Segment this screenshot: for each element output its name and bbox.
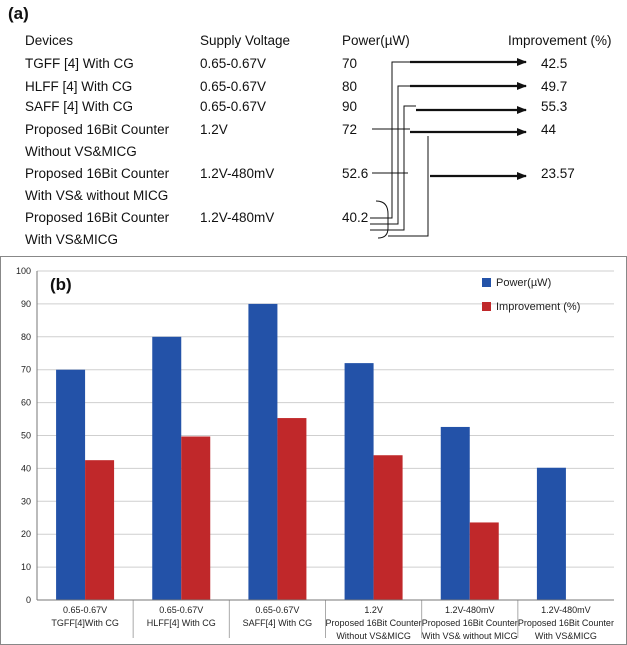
y-tick-label: 40: [21, 463, 31, 473]
legend-label: Improvement (%): [496, 301, 580, 313]
bars: [56, 303, 566, 600]
legend: Power(µW) Improvement (%): [482, 277, 580, 313]
row-3-voltage: 0.65-0.67V: [200, 99, 267, 114]
brace-row-6: [375, 200, 389, 239]
row-5-power: 52.6: [342, 166, 369, 181]
y-tick-label: 100: [16, 266, 31, 276]
y-tick-label: 30: [21, 496, 31, 506]
y-tick-label: 70: [21, 365, 31, 375]
x-tick-label: TGFF[4]With CG: [51, 618, 119, 628]
y-tick-label: 0: [26, 595, 31, 605]
legend-label: Power(µW): [496, 277, 551, 289]
legend-swatch: [482, 302, 491, 311]
x-tick-label: Proposed 16Bit Counter: [422, 618, 518, 628]
bar-power: [536, 467, 566, 600]
x-tick-label: 1.2V-480mV: [541, 605, 591, 615]
row-4-improvement: 44: [541, 122, 557, 137]
bar-chart: 0 10 20 30 40 50 60 70 80 90 100 0.65-0.67V TGFF[4]…: [0, 256, 627, 645]
panel-b-chart: 0 10 20 30 40 50 60 70 80 90 100 0.65-0.67V TGFF[4]…: [0, 256, 627, 645]
connector-line-row-3: [370, 105, 416, 231]
row-4-voltage: 1.2V: [200, 122, 228, 137]
y-tick-label: 60: [21, 398, 31, 408]
x-tick-label: 0.65-0.67V: [255, 605, 299, 615]
y-tick-label: 80: [21, 332, 31, 342]
header-devices: Devices: [25, 33, 74, 48]
row-4-device: Proposed 16Bit Counter: [25, 122, 170, 137]
comparison-connector-lines: [370, 58, 527, 239]
bar-improvement: [85, 460, 115, 600]
row-6-power: 40.2: [342, 210, 369, 225]
row-4-device-line-2: Without VS&MICG: [25, 144, 137, 159]
bar-power: [344, 363, 374, 600]
header-supply-voltage: Supply Voltage: [200, 33, 291, 48]
x-tick-label: 1.2V: [364, 605, 383, 615]
x-tick-label: SAFF[4] With CG: [243, 618, 313, 628]
bar-power: [152, 336, 182, 600]
y-tick-label: 10: [21, 562, 31, 572]
bar-improvement: [469, 522, 499, 600]
row-5-device: Proposed 16Bit Counter: [25, 166, 170, 181]
bar-power: [56, 369, 86, 600]
row-6-device: Proposed 16Bit Counter: [25, 210, 170, 225]
bar-power: [248, 303, 278, 600]
brace-branches: [388, 136, 429, 237]
row-2-device: HLFF [4] With CG: [25, 79, 133, 94]
x-tick-label: Proposed 16Bit Counter: [326, 618, 422, 628]
x-tick-label: 1.2V-480mV: [445, 605, 495, 615]
y-tick-label: 50: [21, 431, 31, 441]
bar-improvement: [277, 418, 307, 600]
row-5-device-line-2: With VS& without MICG: [25, 188, 169, 203]
y-tick-label: 90: [21, 299, 31, 309]
y-axis-ticks: 0 10 20 30 40 50 60 70 80 90 100: [16, 266, 31, 605]
x-tick-label: Without VS&MICG: [336, 631, 411, 641]
header-improvement: Improvement (%): [508, 33, 612, 48]
grid-lines: [37, 270, 614, 568]
x-axis-labels: 0.65-0.67V TGFF[4]With CG 0.65-0.67V HLFF[4…: [51, 600, 614, 641]
row-1-power: 70: [342, 56, 358, 71]
row-1-device: TGFF [4] With CG: [25, 56, 134, 71]
legend-swatch: [482, 278, 491, 287]
row-6-device-line-2: With VS&MICG: [25, 232, 119, 247]
x-tick-label: HLFF[4] With CG: [147, 618, 216, 628]
panel-a-label: (a): [8, 4, 29, 23]
row-3-power: 90: [342, 99, 358, 114]
x-tick-label: 0.65-0.67V: [63, 605, 107, 615]
x-tick-label: 0.65-0.67V: [159, 605, 203, 615]
header-power: Power(µW): [342, 33, 410, 48]
x-tick-label: With VS& without MICG: [422, 631, 518, 641]
row-3-improvement: 55.3: [541, 99, 568, 114]
row-1-voltage: 0.65-0.67V: [200, 56, 267, 71]
row-6-voltage: 1.2V-480mV: [200, 210, 275, 225]
y-tick-label: 20: [21, 529, 31, 539]
bar-improvement: [373, 455, 403, 600]
row-5-improvement: 23.57: [541, 166, 575, 181]
row-2-improvement: 49.7: [541, 79, 568, 94]
row-5-voltage: 1.2V-480mV: [200, 166, 275, 181]
panel-b-label: (b): [50, 275, 72, 294]
row-1-improvement: 42.5: [541, 56, 568, 71]
connector-line-row-2: [370, 85, 410, 225]
x-tick-label: Proposed 16Bit Counter: [518, 618, 614, 628]
row-3-device: SAFF [4] With CG: [25, 99, 134, 114]
connector-line-row-1: [370, 61, 410, 219]
row-2-voltage: 0.65-0.67V: [200, 79, 267, 94]
bar-power: [440, 426, 470, 600]
row-2-power: 80: [342, 79, 358, 94]
x-tick-label: With VS&MICG: [535, 631, 597, 641]
row-4-power: 72: [342, 122, 358, 137]
bar-improvement: [181, 436, 211, 600]
